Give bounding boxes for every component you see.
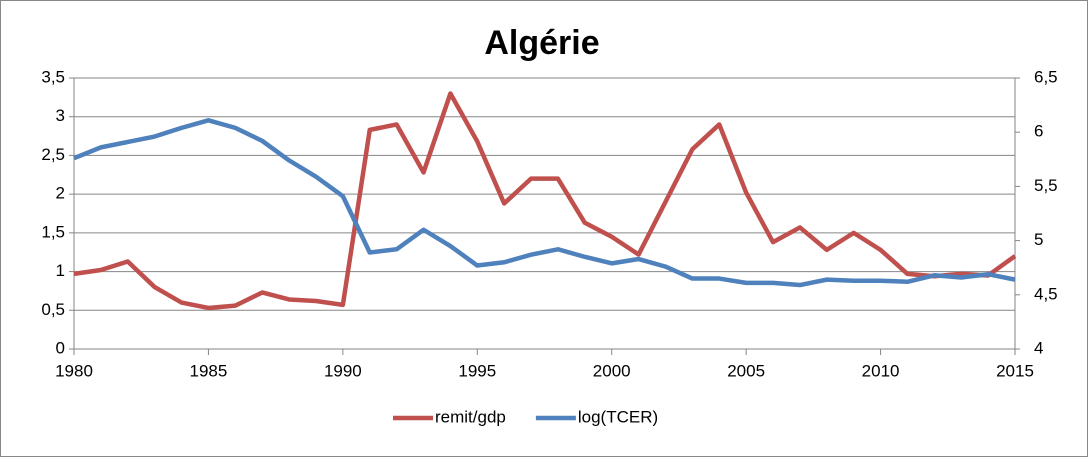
y-tick-label: 2,5 <box>41 145 65 164</box>
y2-tick-label: 5,5 <box>1034 176 1058 195</box>
y-tick-label: 1 <box>56 261 65 280</box>
data-line <box>73 91 1017 311</box>
x-tick-label: 1980 <box>55 361 93 380</box>
x-tick-label: 1990 <box>324 361 362 380</box>
y-tick-label: 3 <box>56 106 65 125</box>
y2-tick-label: 5 <box>1034 230 1043 249</box>
x-tick-label: 2005 <box>727 361 765 380</box>
x-tick-label: 1995 <box>458 361 496 380</box>
x-tick-label: 2015 <box>996 361 1034 380</box>
y2-tick-label: 4,5 <box>1034 284 1058 303</box>
y2-tick-label: 6,5 <box>1034 67 1058 86</box>
chart-title: Algérie <box>484 24 599 62</box>
y-tick-label: 3,5 <box>41 67 65 86</box>
y-tick-label: 0,5 <box>41 300 65 319</box>
y-tick-label: 2 <box>56 184 65 203</box>
y2-tick-label: 4 <box>1034 338 1043 357</box>
x-tick-label: 2000 <box>593 361 631 380</box>
legend-label: remit/gdp <box>435 407 506 426</box>
x-tick-label: 2010 <box>862 361 900 380</box>
legend-label: log(TCER) <box>578 407 658 426</box>
y2-tick-label: 6 <box>1034 122 1043 141</box>
x-tick-label: 1985 <box>190 361 228 380</box>
y-tick-label: 1,5 <box>41 222 65 241</box>
y-tick-label: 0 <box>56 338 65 357</box>
data-line <box>73 118 1016 288</box>
